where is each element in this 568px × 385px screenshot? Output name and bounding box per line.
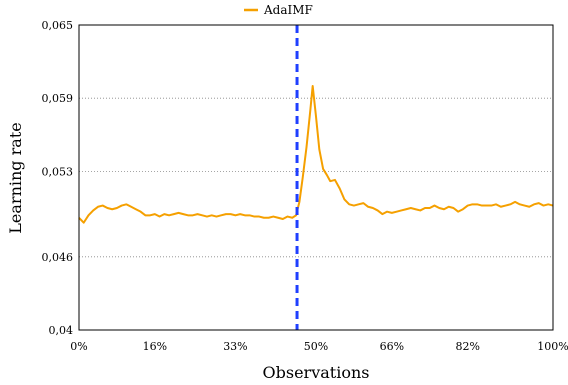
x-tick-label: 0% (70, 340, 87, 353)
x-tick-label: 16% (143, 340, 167, 353)
plot-background (79, 25, 553, 330)
y-axis-title: Learning rate (6, 122, 25, 233)
x-tick-label: 33% (223, 340, 247, 353)
series-layer (78, 85, 554, 224)
y-tick-label: 0,04 (49, 324, 74, 337)
x-tick-label: 50% (304, 340, 328, 353)
series-line-adaimf (78, 85, 554, 224)
legend-label-adaimf: AdaIMF (263, 3, 313, 17)
x-tick-label: 82% (455, 340, 479, 353)
y-axis-ticks: 0,04 0,046 0,053 0,059 0,065 (42, 19, 74, 337)
legend: AdaIMF (244, 3, 313, 17)
x-axis-ticks: 0% 16% 33% 50% 66% 82% 100% (70, 340, 568, 353)
y-tick-label: 0,065 (42, 19, 74, 32)
y-tick-label: 0,059 (42, 92, 74, 105)
x-tick-label: 100% (537, 340, 568, 353)
y-tick-label: 0,053 (42, 165, 74, 178)
x-axis-title: Observations (263, 363, 370, 382)
grid-lines (79, 97, 553, 258)
y-tick-label: 0,046 (42, 251, 74, 264)
x-tick-label: 66% (380, 340, 404, 353)
plot-frame (78, 24, 554, 331)
